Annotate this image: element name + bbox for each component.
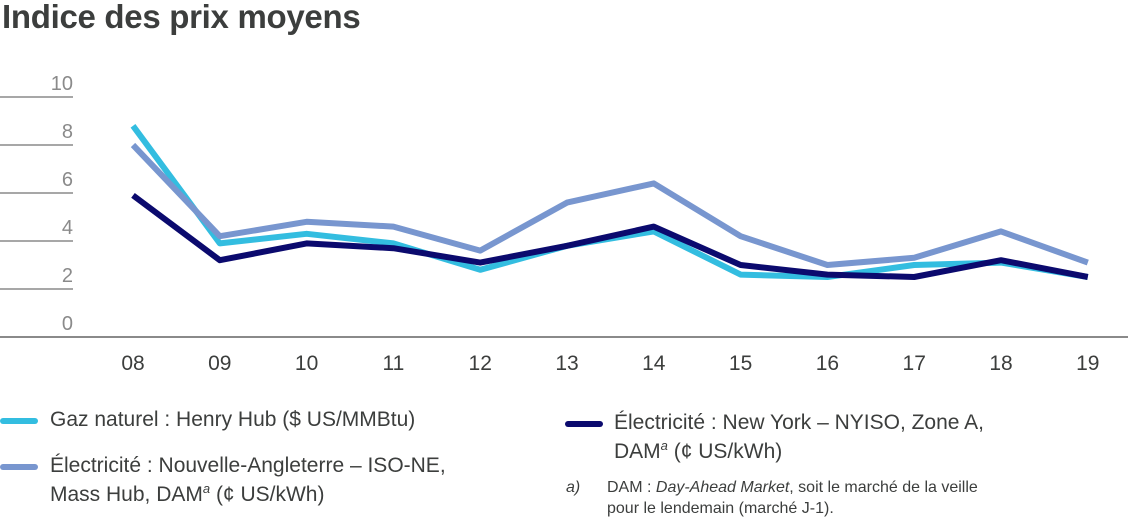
x-tick-label: 10 [295,352,318,375]
x-tick-label: 16 [816,352,839,375]
x-tick-label: 14 [642,352,666,375]
series-line-0 [130,124,1089,280]
x-tick-label: 08 [121,352,144,375]
y-tick-label: 8 [62,121,73,143]
legend-item-nyiso: Électricité : New York – NYISO, Zone A, … [565,408,984,466]
legend-label-gas: Gaz naturel : Henry Hub ($ US/MMBtu) [50,408,416,431]
y-tick-label: 10 [51,73,73,95]
footnote-mark: a) [566,479,581,496]
legend-swatch-isone [0,464,38,470]
y-axis-ticks: 0 2 4 6 8 10 [51,73,73,335]
x-axis-ticks: 08 09 10 11 12 13 14 15 16 17 18 19 [121,352,1099,375]
footnote-text: DAM : Day-Ahead Market, soit le marché d… [607,479,978,517]
y-tick-label: 2 [62,265,73,287]
series-line-2 [131,192,1089,280]
chart-title: Indice des prix moyens [2,0,361,35]
series-lines [130,124,1089,280]
x-tick-label: 17 [903,352,926,375]
y-tick-label: 6 [62,169,73,191]
x-tick-label: 18 [989,352,1012,375]
y-gridlines [0,96,73,290]
line-chart: 0 2 4 6 8 10 08 09 10 11 12 13 14 15 16 17 18 19 [0,73,1128,375]
x-tick-label: 19 [1076,352,1099,375]
legend-item-isone: Électricité : Nouvelle-Angleterre – ISO-… [0,451,446,509]
x-tick-label: 11 [382,352,404,375]
legend-label-isone: Électricité : Nouvelle-Angleterre – ISO-… [50,454,446,506]
series-line-1 [130,142,1089,268]
x-tick-label: 13 [555,352,578,375]
x-tick-label: 15 [729,352,752,375]
x-tick-label: 09 [208,352,231,375]
legend-item-gas: Gaz naturel : Henry Hub ($ US/MMBtu) [0,405,415,434]
x-tick-label: 12 [469,352,492,375]
y-tick-label: 0 [62,313,73,335]
legend-label-nyiso: Électricité : New York – NYISO, Zone A, … [614,411,984,463]
footnote: a) DAM : Day-Ahead Market, soit le march… [566,477,978,519]
legend-swatch-nyiso [565,421,603,427]
legend-swatch-gas [0,418,38,424]
y-tick-label: 4 [62,217,73,239]
